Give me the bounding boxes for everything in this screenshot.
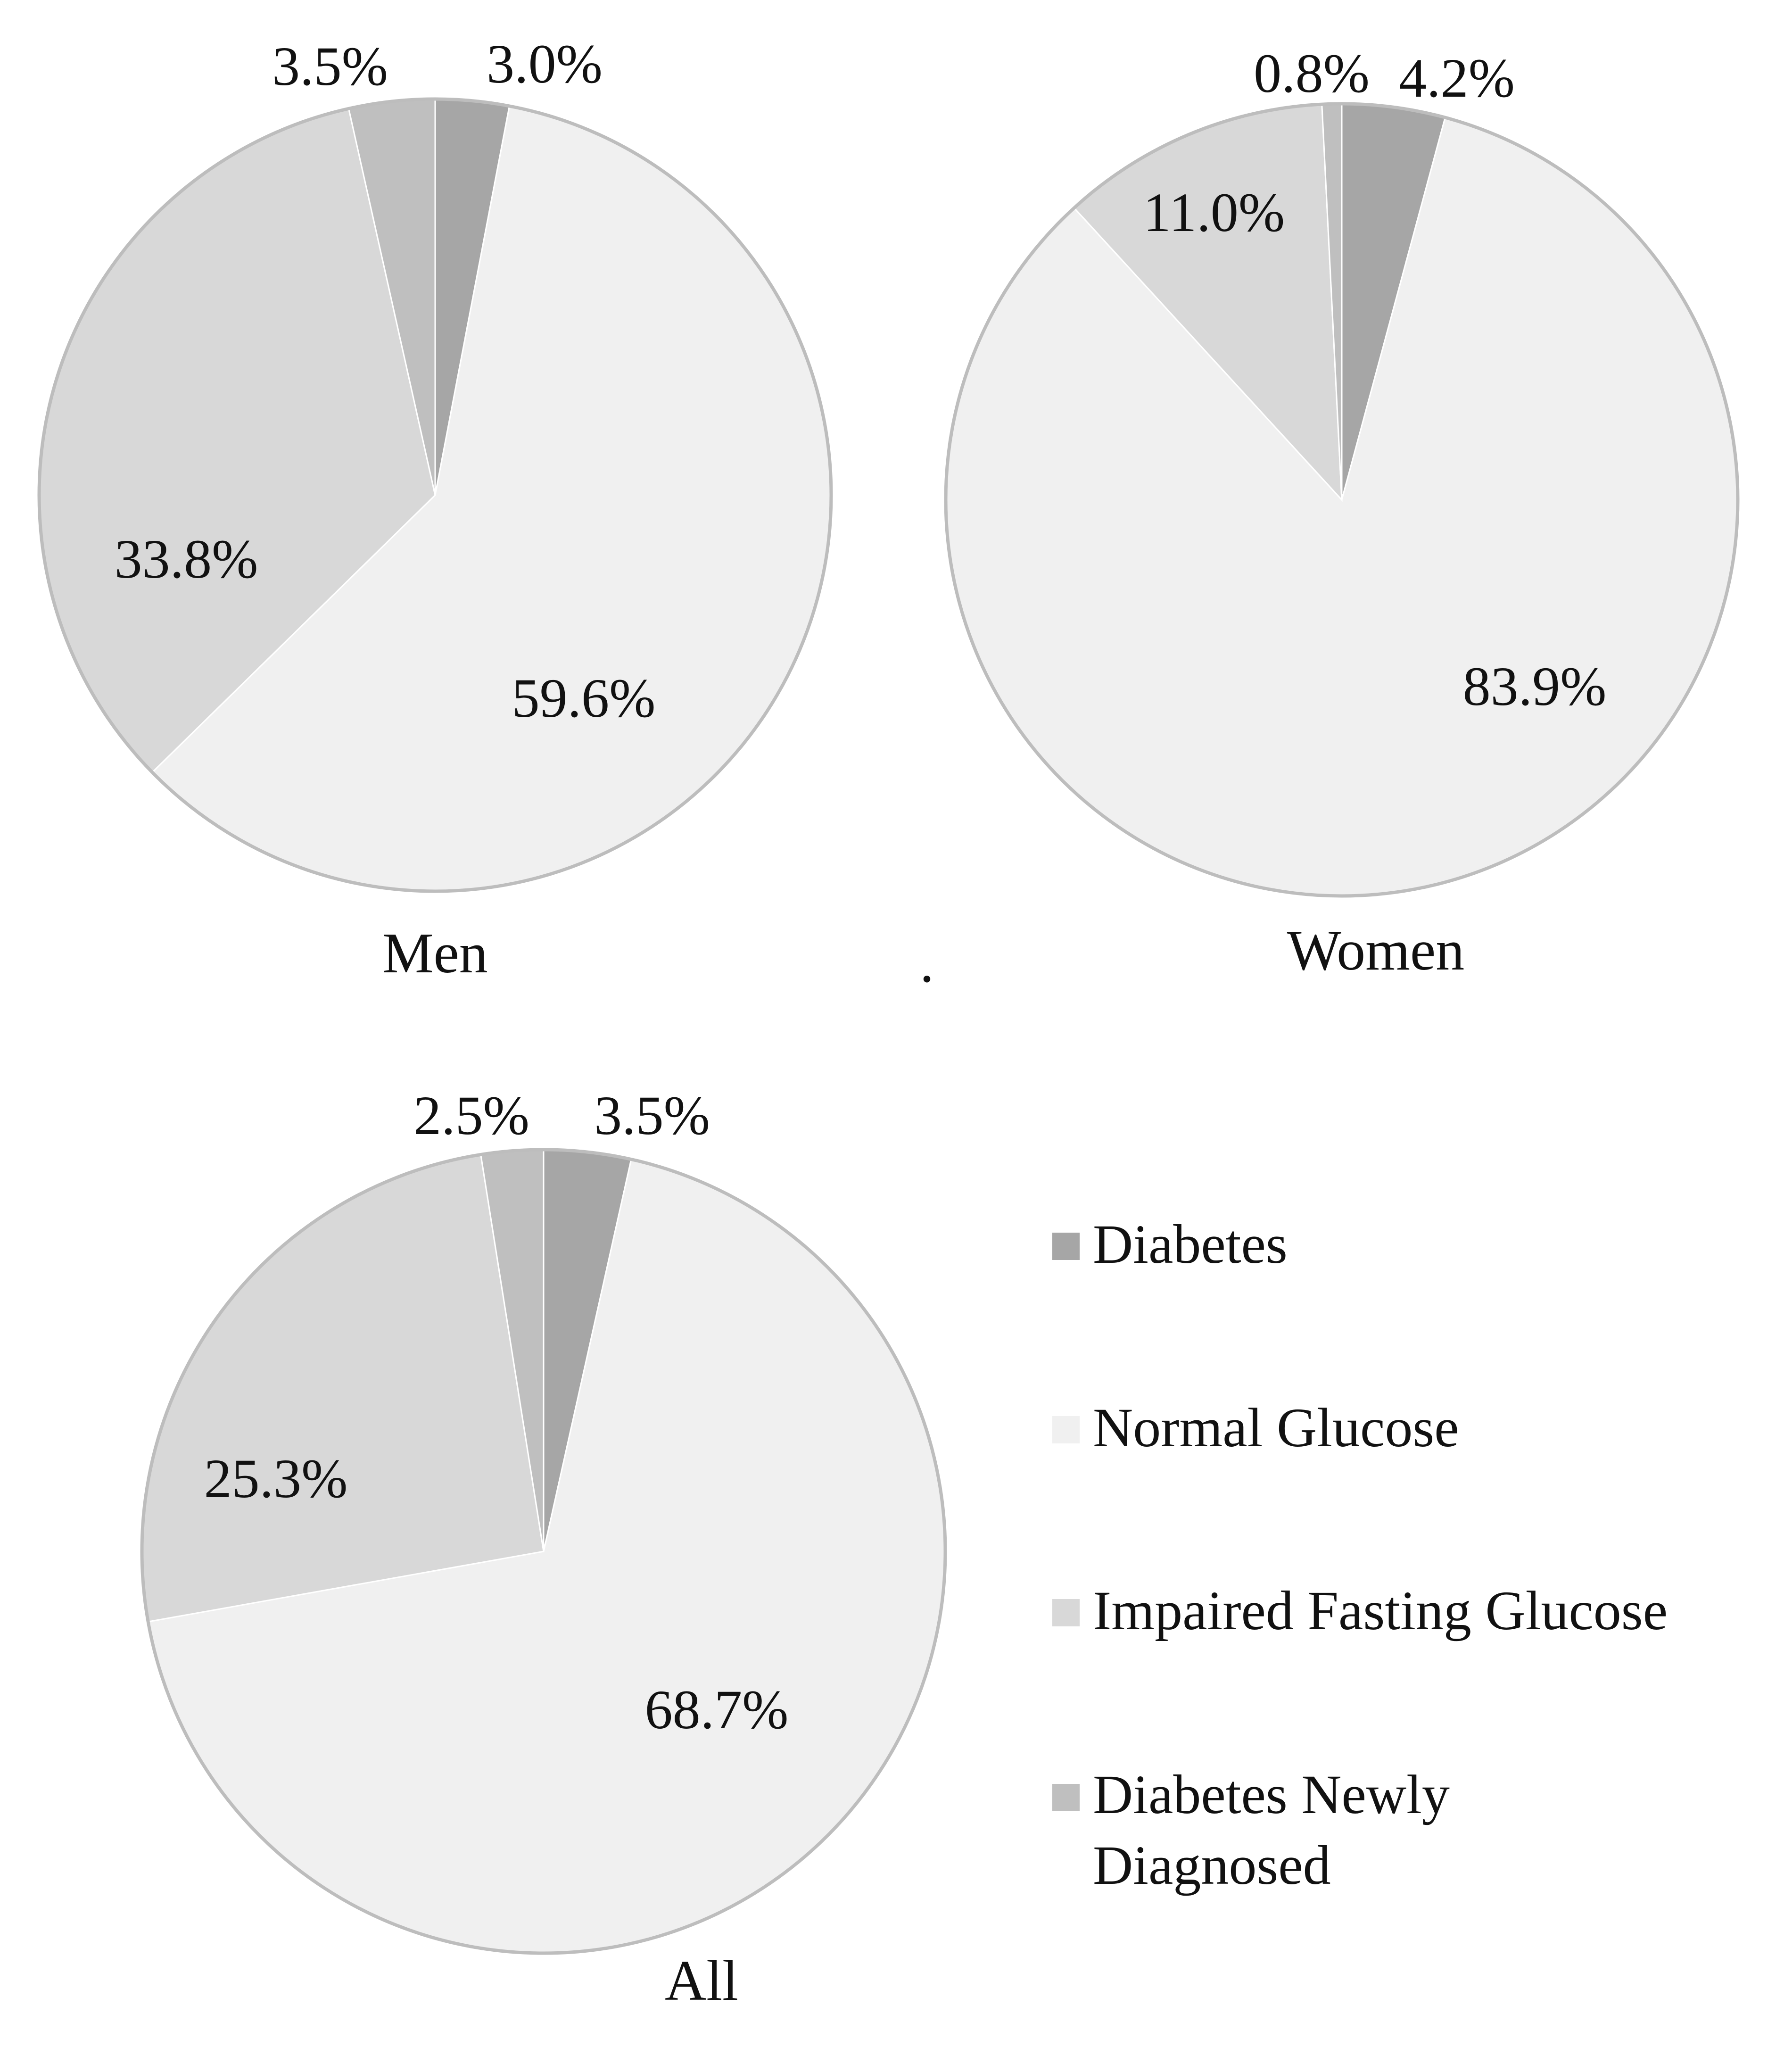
legend-label-normal-glucose: Normal Glucose — [1093, 1397, 1459, 1459]
data-label-all-normal-glucose: 68.7% — [645, 1679, 789, 1740]
data-label-all-diabetes: 3.5% — [594, 1085, 710, 1146]
legend-swatch-diabetes — [1052, 1233, 1080, 1260]
data-label-women-diabetes-newly-diagnosed: 0.8% — [1254, 42, 1370, 104]
legend-swatch-impaired-fasting-glucose — [1052, 1599, 1080, 1626]
data-label-men-normal-glucose: 59.6% — [512, 667, 656, 729]
pie-chart-men: 3.0% 59.6% 33.8% 3.5% — [37, 33, 833, 893]
data-label-men-diabetes: 3.0% — [487, 33, 603, 95]
separator-dot: . — [920, 931, 934, 995]
legend-swatch-diabetes-newly-diagnosed — [1052, 1784, 1080, 1811]
legend: Diabetes Normal Glucose Impaired Fasting… — [1052, 1213, 1668, 1896]
data-label-all-impaired-fasting-glucose: 25.3% — [204, 1448, 348, 1509]
legend-label-impaired-fasting-glucose: Impaired Fasting Glucose — [1093, 1580, 1668, 1641]
pie-slice-all-impaired-fasting-glucose — [141, 1153, 545, 1623]
pie-outline-all — [140, 1148, 947, 1955]
data-label-women-impaired-fasting-glucose: 11.0% — [1143, 182, 1285, 243]
chart-title-all: All — [665, 1949, 738, 2013]
data-label-women-diabetes: 4.2% — [1399, 47, 1515, 109]
legend-item-impaired-fasting-glucose: Impaired Fasting Glucose — [1052, 1580, 1668, 1641]
pie-outline-men — [37, 97, 833, 893]
legend-item-normal-glucose: Normal Glucose — [1052, 1397, 1459, 1459]
data-label-men-impaired-fasting-glucose: 33.8% — [115, 528, 258, 590]
data-label-women-normal-glucose: 83.9% — [1463, 655, 1607, 717]
pie-chart-women: 4.2% 83.9% 11.0% 0.8% — [944, 42, 1740, 898]
pie-chart-all: 3.5% 68.7% 25.3% 2.5% — [140, 1085, 947, 1955]
data-label-all-diabetes-newly-diagnosed: 2.5% — [413, 1085, 529, 1146]
legend-label-diabetes: Diabetes — [1093, 1213, 1288, 1275]
legend-swatch-normal-glucose — [1052, 1416, 1080, 1443]
chart-title-men: Men — [382, 921, 488, 985]
chart-title-women: Women — [1287, 919, 1464, 982]
legend-item-diabetes-newly-diagnosed: Diabetes Newly Diagnosed — [1052, 1764, 1450, 1896]
data-label-men-diabetes-newly-diagnosed: 3.5% — [272, 35, 388, 97]
legend-item-diabetes: Diabetes — [1052, 1213, 1288, 1275]
pie-outline-women — [944, 102, 1740, 898]
legend-label-diabetes-newly-diagnosed: Diabetes Newly Diagnosed — [1093, 1764, 1450, 1896]
